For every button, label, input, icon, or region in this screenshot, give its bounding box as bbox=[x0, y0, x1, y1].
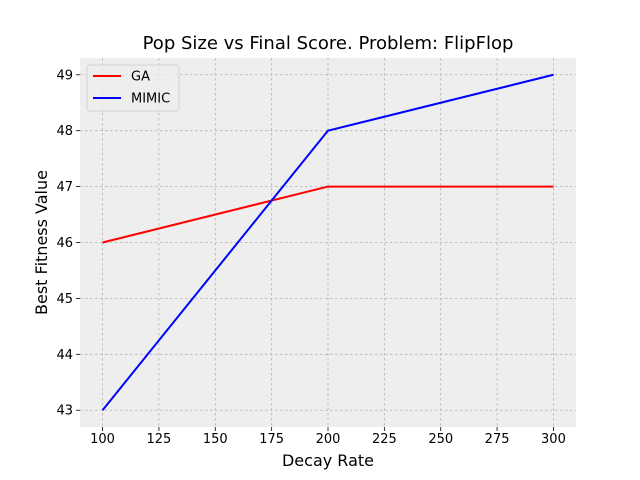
x-tick-label: 300 bbox=[541, 432, 566, 447]
y-tick-label: 44 bbox=[56, 348, 73, 363]
x-tick-label: 250 bbox=[428, 432, 453, 447]
axis-ticks: 100 125 150 175 200 225 250 275 300 43 44 45 46 47 48 4… bbox=[56, 68, 565, 447]
x-tick-label: 275 bbox=[485, 432, 510, 447]
y-tick-label: 45 bbox=[56, 292, 73, 307]
y-tick-label: 46 bbox=[56, 236, 73, 251]
legend-label-ga: GA bbox=[131, 70, 150, 85]
series-lines bbox=[101, 73, 554, 411]
series-line-mimic bbox=[101, 73, 554, 411]
x-tick-label: 175 bbox=[259, 432, 284, 447]
x-tick-label: 150 bbox=[203, 432, 228, 447]
y-tick-label: 48 bbox=[56, 124, 73, 139]
legend: GA MIMIC bbox=[86, 64, 180, 112]
x-tick-label: 200 bbox=[316, 432, 341, 447]
series-line-ga bbox=[102, 185, 554, 244]
chart-title: Pop Size vs Final Score. Problem: FlipFl… bbox=[143, 33, 514, 54]
x-tick-label: 225 bbox=[372, 432, 397, 447]
y-tick-label: 43 bbox=[56, 404, 73, 419]
x-tick-label: 100 bbox=[90, 432, 115, 447]
x-axis-label: Decay Rate bbox=[282, 451, 374, 470]
y-tick-label: 49 bbox=[56, 68, 73, 83]
legend-label-mimic: MIMIC bbox=[131, 92, 170, 107]
x-tick-label: 125 bbox=[146, 432, 171, 447]
y-axis-label: Best Fitness Value bbox=[32, 170, 51, 315]
y-tick-label: 47 bbox=[56, 180, 73, 195]
grid-lines bbox=[80, 58, 576, 427]
